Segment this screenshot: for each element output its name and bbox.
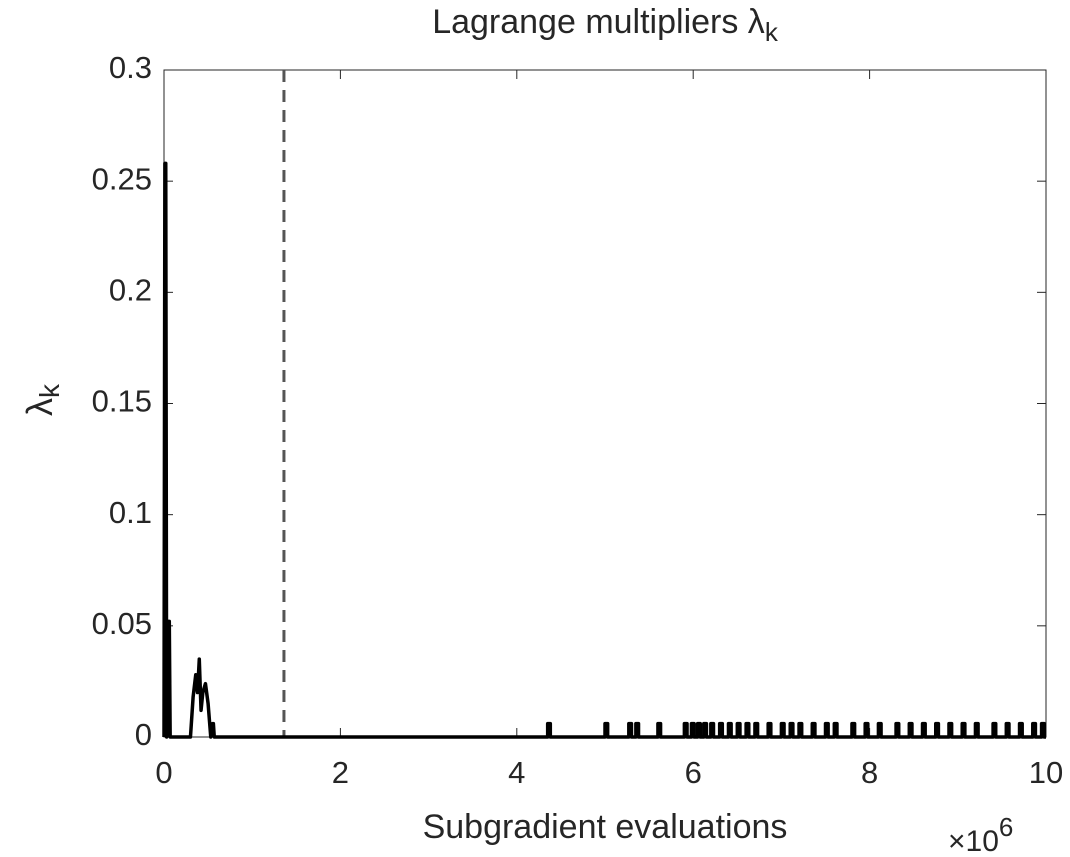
y-tick-label: 0.05 (92, 606, 152, 641)
ylabel-text: λ (19, 398, 60, 416)
title-subscript: k (765, 17, 779, 47)
x-tick-label: 0 (155, 755, 172, 790)
multiplier-base: ×10 (948, 825, 999, 857)
ylabel-subscript: k (34, 383, 65, 398)
x-axis-label: Subgradient evaluations (423, 808, 788, 846)
plot-area (163, 69, 1047, 738)
y-tick-label: 0.2 (109, 273, 152, 308)
y-tick-label: 0.15 (92, 384, 152, 419)
title-text: Lagrange multipliers λ (432, 3, 765, 41)
x-tick-label: 2 (332, 755, 349, 790)
multiplier-exponent: 6 (999, 812, 1013, 842)
y-tick-label: 0.3 (109, 50, 152, 85)
y-tick-label: 0.25 (92, 161, 152, 196)
y-tick-label: 0.1 (109, 495, 152, 530)
y-tick-label: 0 (135, 717, 152, 752)
x-tick-label: 6 (685, 755, 702, 790)
chart-title: Lagrange multipliers λk (432, 3, 779, 47)
x-tick-label: 4 (508, 755, 525, 790)
x-tick-label: 10 (1029, 755, 1063, 790)
x-multiplier: ×106 (948, 812, 1013, 857)
y-axis-label: λk (19, 383, 66, 416)
data-line (162, 161, 1046, 739)
x-tick-label: 8 (861, 755, 878, 790)
